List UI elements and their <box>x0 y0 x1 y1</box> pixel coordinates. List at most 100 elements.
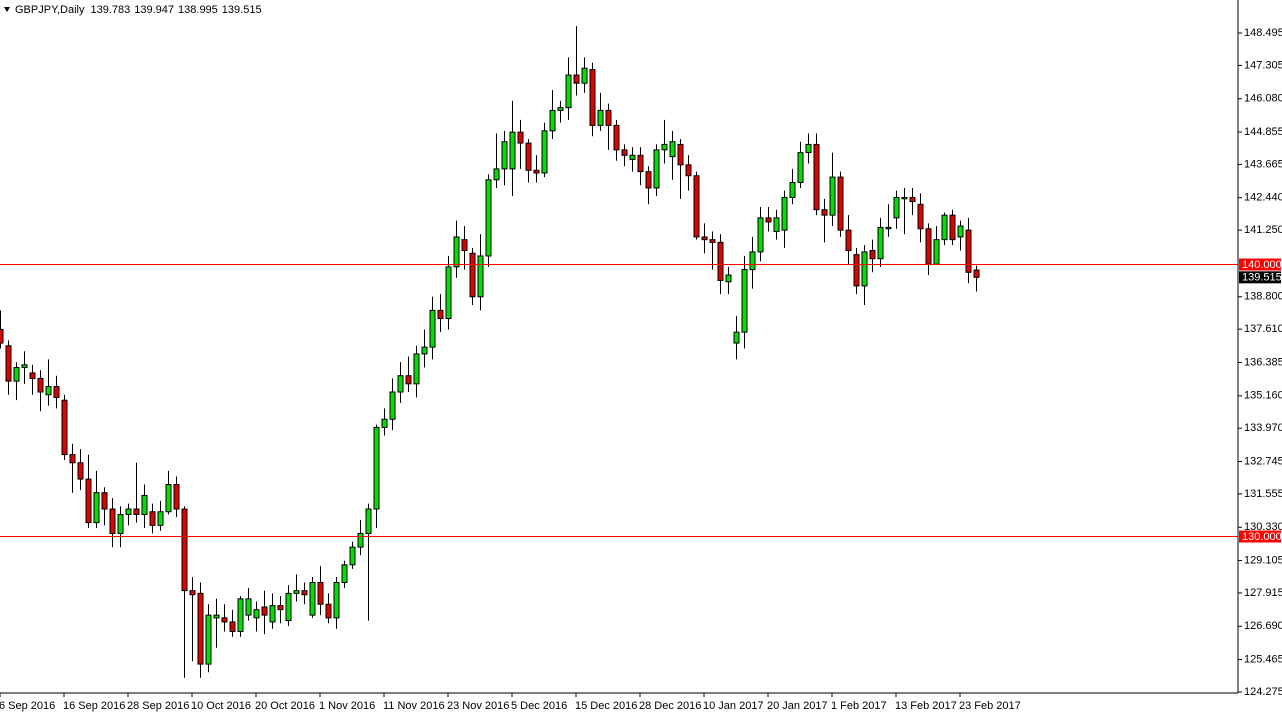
y-tick-label: 127.915 <box>1244 587 1282 599</box>
candle-body <box>557 107 564 111</box>
candle-body <box>341 564 348 583</box>
candle-body <box>629 154 636 160</box>
plot-area <box>0 26 1238 678</box>
candle-body <box>533 169 540 174</box>
candle-body <box>861 251 868 287</box>
x-tick-label: 20 Oct 2016 <box>255 700 315 712</box>
candle-body <box>485 179 492 257</box>
y-tick-label: 138.800 <box>1244 291 1282 303</box>
candle-body <box>765 217 772 223</box>
candle-body <box>621 149 628 156</box>
x-tick-label: 10 Jan 2017 <box>703 700 764 712</box>
candle-body <box>173 484 180 510</box>
candle-body <box>221 617 228 623</box>
candle-body <box>965 229 972 273</box>
candle-body <box>181 508 188 592</box>
candle-body <box>837 176 844 231</box>
y-tick-label: 135.160 <box>1244 390 1282 402</box>
candle-body <box>893 196 900 219</box>
candle-body <box>925 228 932 265</box>
header-arrow <box>4 7 10 12</box>
candle-body <box>941 214 948 241</box>
y-tick-label: 147.305 <box>1244 59 1282 71</box>
candle-body <box>197 592 204 665</box>
candle-body <box>725 274 732 283</box>
candle-body <box>229 621 236 632</box>
candle-body <box>709 239 716 243</box>
candle-body <box>325 603 332 619</box>
candle-body <box>573 74 580 84</box>
candle-body <box>317 581 324 605</box>
candle-body <box>741 269 748 333</box>
candle-body <box>493 168 500 181</box>
candle-body <box>797 152 804 184</box>
candle-body <box>677 143 684 166</box>
candle-body <box>421 346 428 355</box>
candle-body <box>509 131 516 170</box>
candle-body <box>685 164 692 177</box>
candle-body <box>237 598 244 632</box>
y-tick-label: 124.275 <box>1244 686 1282 698</box>
x-tick-label: 1 Nov 2016 <box>319 700 375 712</box>
candle-body <box>69 454 76 464</box>
candle-body <box>541 130 548 174</box>
candle-body <box>789 182 796 198</box>
header-close: 139.515 <box>222 4 262 16</box>
x-tick-label: 23 Nov 2016 <box>447 700 509 712</box>
candle-body <box>13 367 20 382</box>
candle-body <box>877 226 884 260</box>
y-tick-label: 137.610 <box>1244 323 1282 335</box>
y-tick-label: 142.440 <box>1244 192 1282 204</box>
candle-body <box>189 590 196 596</box>
candle-body <box>525 142 532 171</box>
y-tick-label: 144.855 <box>1244 126 1282 138</box>
candle-body <box>605 109 612 126</box>
x-tick-label: 28 Dec 2016 <box>639 700 701 712</box>
candle-body <box>53 386 60 398</box>
candle-body <box>109 508 116 535</box>
candle-body <box>309 581 316 616</box>
candle-body <box>445 266 452 320</box>
candle-body <box>885 226 892 230</box>
candle-body <box>845 229 852 252</box>
y-tick-label: 126.690 <box>1244 620 1282 632</box>
x-tick-label: 15 Dec 2016 <box>575 700 637 712</box>
x-tick-label: 28 Sep 2016 <box>127 700 189 712</box>
header-low: 138.995 <box>178 4 218 16</box>
candle-body <box>101 492 108 510</box>
candle-body <box>733 331 740 344</box>
candle-body <box>333 581 340 619</box>
candle-body <box>749 251 756 271</box>
candle-body <box>365 508 372 535</box>
candle-body <box>277 605 284 611</box>
candle-body <box>269 605 276 623</box>
candle-body <box>21 364 28 369</box>
y-tick-label: 141.250 <box>1244 224 1282 236</box>
y-tick-label: 125.465 <box>1244 654 1282 666</box>
candle-body <box>453 236 460 268</box>
last-price-box <box>1239 271 1281 284</box>
candle-body <box>117 513 124 535</box>
candle-body <box>133 508 140 515</box>
candle-body <box>805 143 812 154</box>
candle-body <box>477 255 484 298</box>
candle-body <box>645 171 652 189</box>
candle-body <box>469 252 476 298</box>
y-tick-label: 148.495 <box>1244 27 1282 39</box>
y-tick-label: 131.555 <box>1244 488 1282 500</box>
candle-body <box>77 462 84 480</box>
candle-body <box>261 606 268 616</box>
candle-body <box>381 418 388 428</box>
candle-body <box>933 239 940 265</box>
x-tick-label: 1 Feb 2017 <box>831 700 887 712</box>
candle-body <box>669 141 676 158</box>
candle-body <box>517 131 524 144</box>
candle-body <box>701 236 708 241</box>
last-price-label: 139.515 <box>1242 272 1282 284</box>
candle-body <box>853 254 860 287</box>
candle-body <box>429 309 436 348</box>
header: GBPJPY,Daily 139.783 139.947 138.995 139.515 <box>15 4 262 16</box>
candle-body <box>61 399 68 456</box>
candle-body <box>909 196 916 203</box>
